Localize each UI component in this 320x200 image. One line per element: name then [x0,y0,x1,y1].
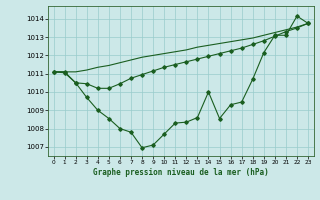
X-axis label: Graphe pression niveau de la mer (hPa): Graphe pression niveau de la mer (hPa) [93,168,269,177]
